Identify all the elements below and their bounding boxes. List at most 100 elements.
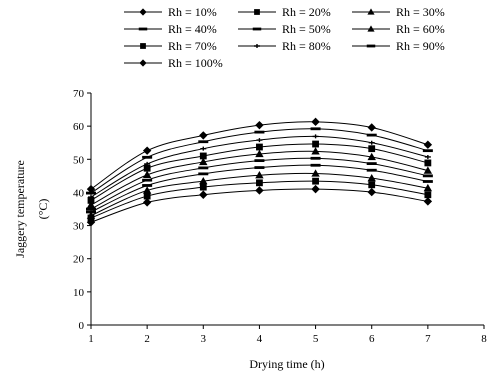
legend-item: Rh = 90% xyxy=(352,39,445,53)
series-2 xyxy=(87,177,432,222)
data-point xyxy=(312,177,319,185)
legend-label: Rh = 100% xyxy=(168,56,223,70)
data-point xyxy=(86,184,96,194)
legend-label: Rh = 90% xyxy=(396,39,445,53)
data-point xyxy=(312,140,319,148)
data-point xyxy=(256,138,263,143)
series-8 xyxy=(88,134,431,200)
data-point xyxy=(368,181,376,189)
data-point xyxy=(199,176,208,185)
data-point xyxy=(142,184,153,187)
y-tick-label: 30 xyxy=(73,221,85,233)
data-point xyxy=(366,133,377,137)
legend-marker xyxy=(139,59,147,67)
series-6 xyxy=(86,147,433,209)
x-tick-label: 6 xyxy=(369,333,375,345)
legend-item: Rh = 60% xyxy=(352,22,445,36)
data-point xyxy=(423,140,433,149)
series-4 xyxy=(86,163,433,214)
x-tick-label: 4 xyxy=(257,333,263,345)
y-tick-label: 40 xyxy=(73,187,85,199)
data-point xyxy=(198,166,209,170)
data-point xyxy=(367,187,376,197)
y-axis-label-line-2: (°C) xyxy=(36,199,50,220)
legend-label: Rh = 20% xyxy=(282,5,331,19)
legend-marker xyxy=(254,9,260,15)
y-tick-label: 20 xyxy=(73,254,85,266)
legend-item: Rh = 50% xyxy=(238,22,331,36)
data-point xyxy=(255,186,264,195)
data-point xyxy=(311,184,320,194)
x-axis-label: Drying time (h) xyxy=(249,357,324,371)
data-point xyxy=(142,146,152,155)
data-point xyxy=(423,183,433,192)
legend-label: Rh = 10% xyxy=(168,5,217,19)
data-point xyxy=(256,143,263,151)
y-axis-label-line-1: Jaggery temperature xyxy=(13,160,27,258)
y-tick-label: 0 xyxy=(79,320,85,332)
data-point xyxy=(367,173,376,182)
data-point xyxy=(144,161,151,166)
data-point xyxy=(367,123,376,132)
data-point xyxy=(256,179,263,187)
data-point xyxy=(86,207,96,211)
data-point xyxy=(199,183,207,191)
data-point xyxy=(255,120,264,130)
data-point xyxy=(311,117,320,127)
data-point xyxy=(366,162,377,165)
data-point xyxy=(86,218,96,227)
y-axis-label: Jaggery temperature (°C) xyxy=(13,160,50,258)
data-point xyxy=(200,146,207,151)
data-point xyxy=(312,134,319,139)
data-point xyxy=(87,196,95,204)
data-point xyxy=(142,170,152,179)
data-point xyxy=(198,172,209,176)
data-point xyxy=(86,210,96,214)
data-point xyxy=(143,164,151,172)
data-point xyxy=(255,149,264,158)
x-tick-label: 5 xyxy=(313,333,319,345)
x-tick-label: 3 xyxy=(201,333,207,345)
legend-item: Rh = 80% xyxy=(238,39,331,53)
data-point xyxy=(311,147,320,155)
data-point xyxy=(368,145,376,153)
data-point xyxy=(422,180,433,183)
data-point xyxy=(310,163,321,167)
legend-label: Rh = 80% xyxy=(282,39,331,53)
data-point xyxy=(254,166,265,169)
data-point xyxy=(311,169,320,177)
legend-marker xyxy=(366,44,376,48)
legend-marker xyxy=(138,27,148,31)
series-5 xyxy=(86,156,433,211)
legend-marker xyxy=(140,43,146,49)
axes: 0 10 20 30 40 50 60 70 1 2 3 4 5 6 7 8 xyxy=(73,88,487,345)
legend-item: Rh = 10% xyxy=(124,5,217,19)
legend-marker xyxy=(254,44,260,48)
data-point xyxy=(142,155,153,159)
data-point xyxy=(199,152,207,160)
data-point xyxy=(86,200,96,209)
data-point xyxy=(424,159,432,167)
x-tick-label: 7 xyxy=(425,333,431,345)
data-point xyxy=(255,170,264,179)
legend-item: Rh = 40% xyxy=(124,22,217,36)
series-3 xyxy=(86,169,433,219)
series-10 xyxy=(86,117,433,194)
y-tick-label: 50 xyxy=(73,154,85,166)
y-tick-label: 60 xyxy=(73,121,85,133)
legend-label: Rh = 50% xyxy=(282,22,331,36)
data-point xyxy=(142,178,153,182)
data-point xyxy=(310,156,321,160)
data-point xyxy=(423,197,433,206)
legend: Rh = 10% Rh = 20% Rh = 30% Rh = 40% Rh = 50%… xyxy=(124,5,445,70)
data-point xyxy=(423,166,433,174)
data-point xyxy=(143,192,151,200)
data-point xyxy=(199,157,208,166)
legend-item: Rh = 70% xyxy=(124,39,217,53)
legend-marker xyxy=(252,27,262,31)
legend-label: Rh = 60% xyxy=(396,22,445,36)
data-point xyxy=(424,191,432,199)
y-tick-label: 70 xyxy=(73,88,85,100)
legend-label: Rh = 40% xyxy=(168,22,217,36)
